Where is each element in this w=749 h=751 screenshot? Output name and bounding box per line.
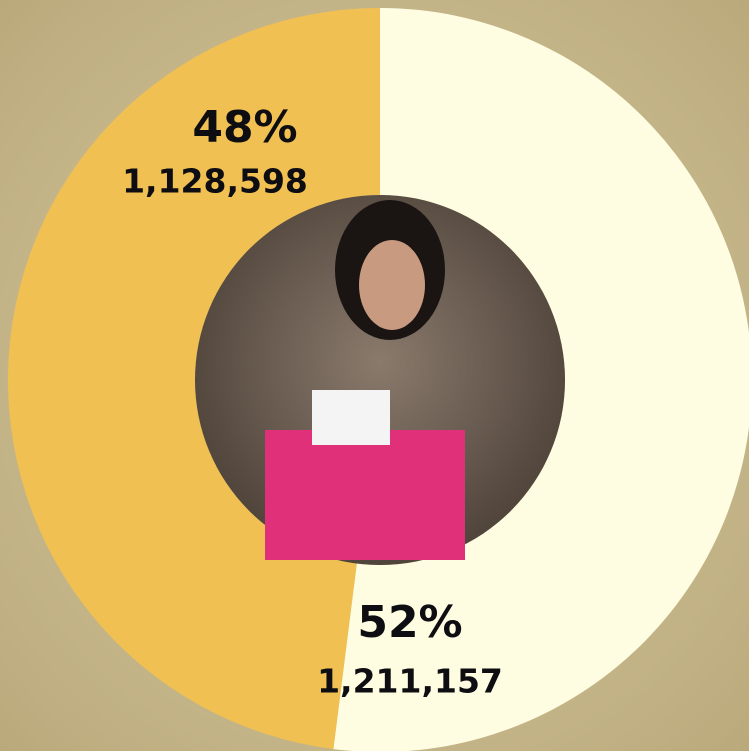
percent-label: 52%	[357, 597, 462, 648]
count-label: 1,211,157	[317, 662, 503, 701]
count-label: 1,128,598	[122, 162, 308, 201]
donut	[7, 8, 749, 751]
donut-slice	[333, 8, 749, 751]
donut-slice	[7, 8, 380, 750]
labels: 52% 1,211,157 48% 1,128,598	[122, 102, 503, 701]
center-photo	[195, 195, 565, 565]
ballot-box	[265, 430, 465, 560]
percent-label: 48%	[192, 102, 297, 153]
ballot	[312, 390, 390, 445]
person-face	[359, 240, 425, 330]
